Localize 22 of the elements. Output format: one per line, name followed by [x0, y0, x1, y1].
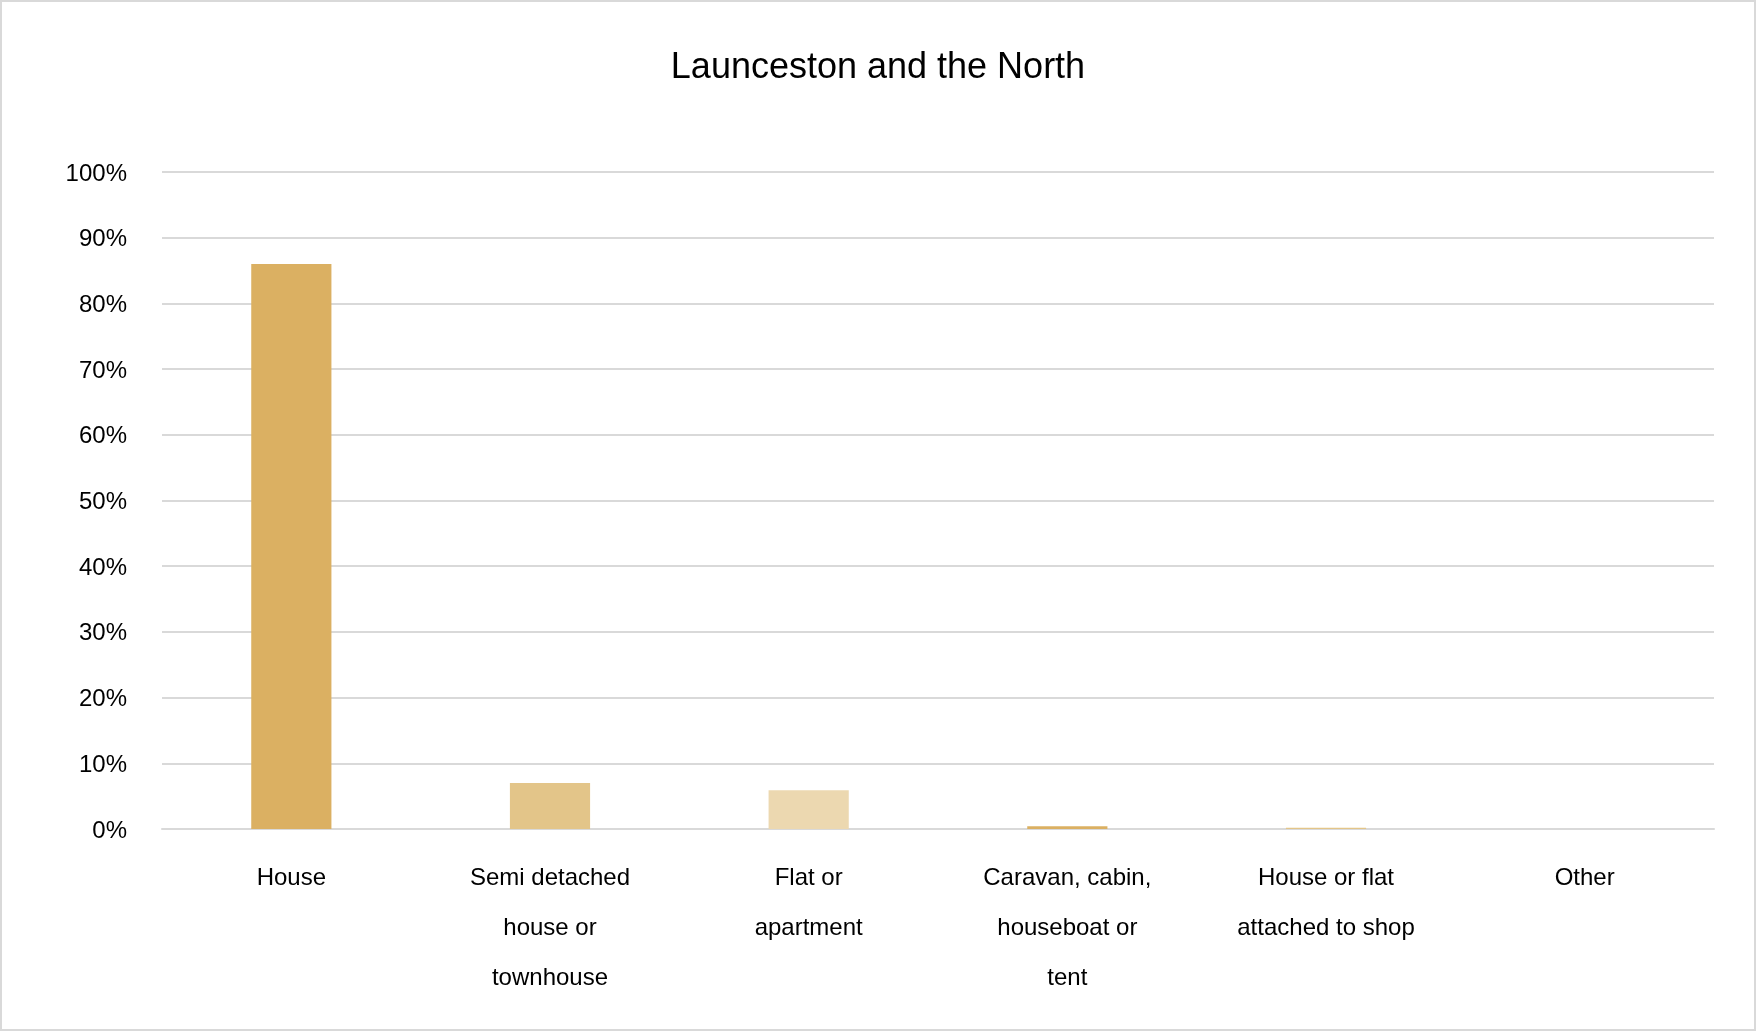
y-tick-label: 50%	[78, 487, 127, 514]
x-tick-label: Other	[1554, 862, 1615, 890]
bar	[1027, 826, 1108, 829]
y-tick-label: 10%	[78, 749, 127, 777]
y-tick-label: 60%	[78, 421, 127, 449]
x-tick-label: House or flat attached to shop	[1237, 862, 1415, 940]
x-tick-label: Flat or apartment	[754, 862, 864, 940]
y-tick-label: 40%	[78, 552, 127, 580]
chart-title: Launceston and the North	[670, 44, 1086, 86]
y-tick-label: 100%	[65, 158, 127, 186]
y-tick-label: 80%	[78, 289, 127, 317]
y-tick-label: 0%	[92, 815, 127, 843]
y-tick-label: 90%	[78, 224, 127, 252]
bar	[509, 783, 591, 829]
bar	[251, 263, 332, 829]
x-tick-label: Semi detached house or townhouse	[469, 862, 631, 990]
bar	[768, 790, 849, 829]
x-tick-label: Caravan, cabin, houseboat or tent	[983, 862, 1152, 990]
y-tick-label: 30%	[78, 618, 127, 646]
x-tick-label: House	[256, 862, 327, 890]
y-tick-label: 70%	[78, 355, 127, 383]
y-tick-label: 20%	[78, 684, 127, 712]
